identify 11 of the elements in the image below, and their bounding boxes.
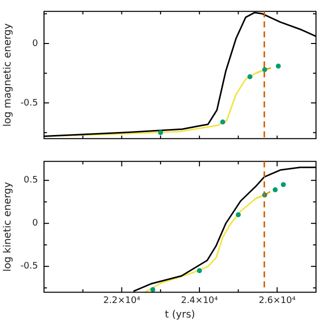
- y-tick-label: 0: [32, 218, 38, 229]
- y-tick-label: 0: [32, 38, 38, 49]
- y-axis-title: log magnetic energy: [2, 23, 14, 127]
- x-tick-label: 2.2×10⁴: [103, 296, 141, 306]
- y-tick-label: -0.5: [20, 262, 38, 272]
- y-tick-label: -0.5: [20, 98, 38, 108]
- x-axis-title: t (yrs): [164, 310, 196, 321]
- y-axis-title: log kinetic energy: [2, 182, 14, 272]
- y-tick-label: 0.5: [24, 176, 38, 186]
- x-tick-label: 2.4×10⁴: [180, 296, 218, 306]
- x-tick-label: 2.6×10⁴: [258, 296, 296, 306]
